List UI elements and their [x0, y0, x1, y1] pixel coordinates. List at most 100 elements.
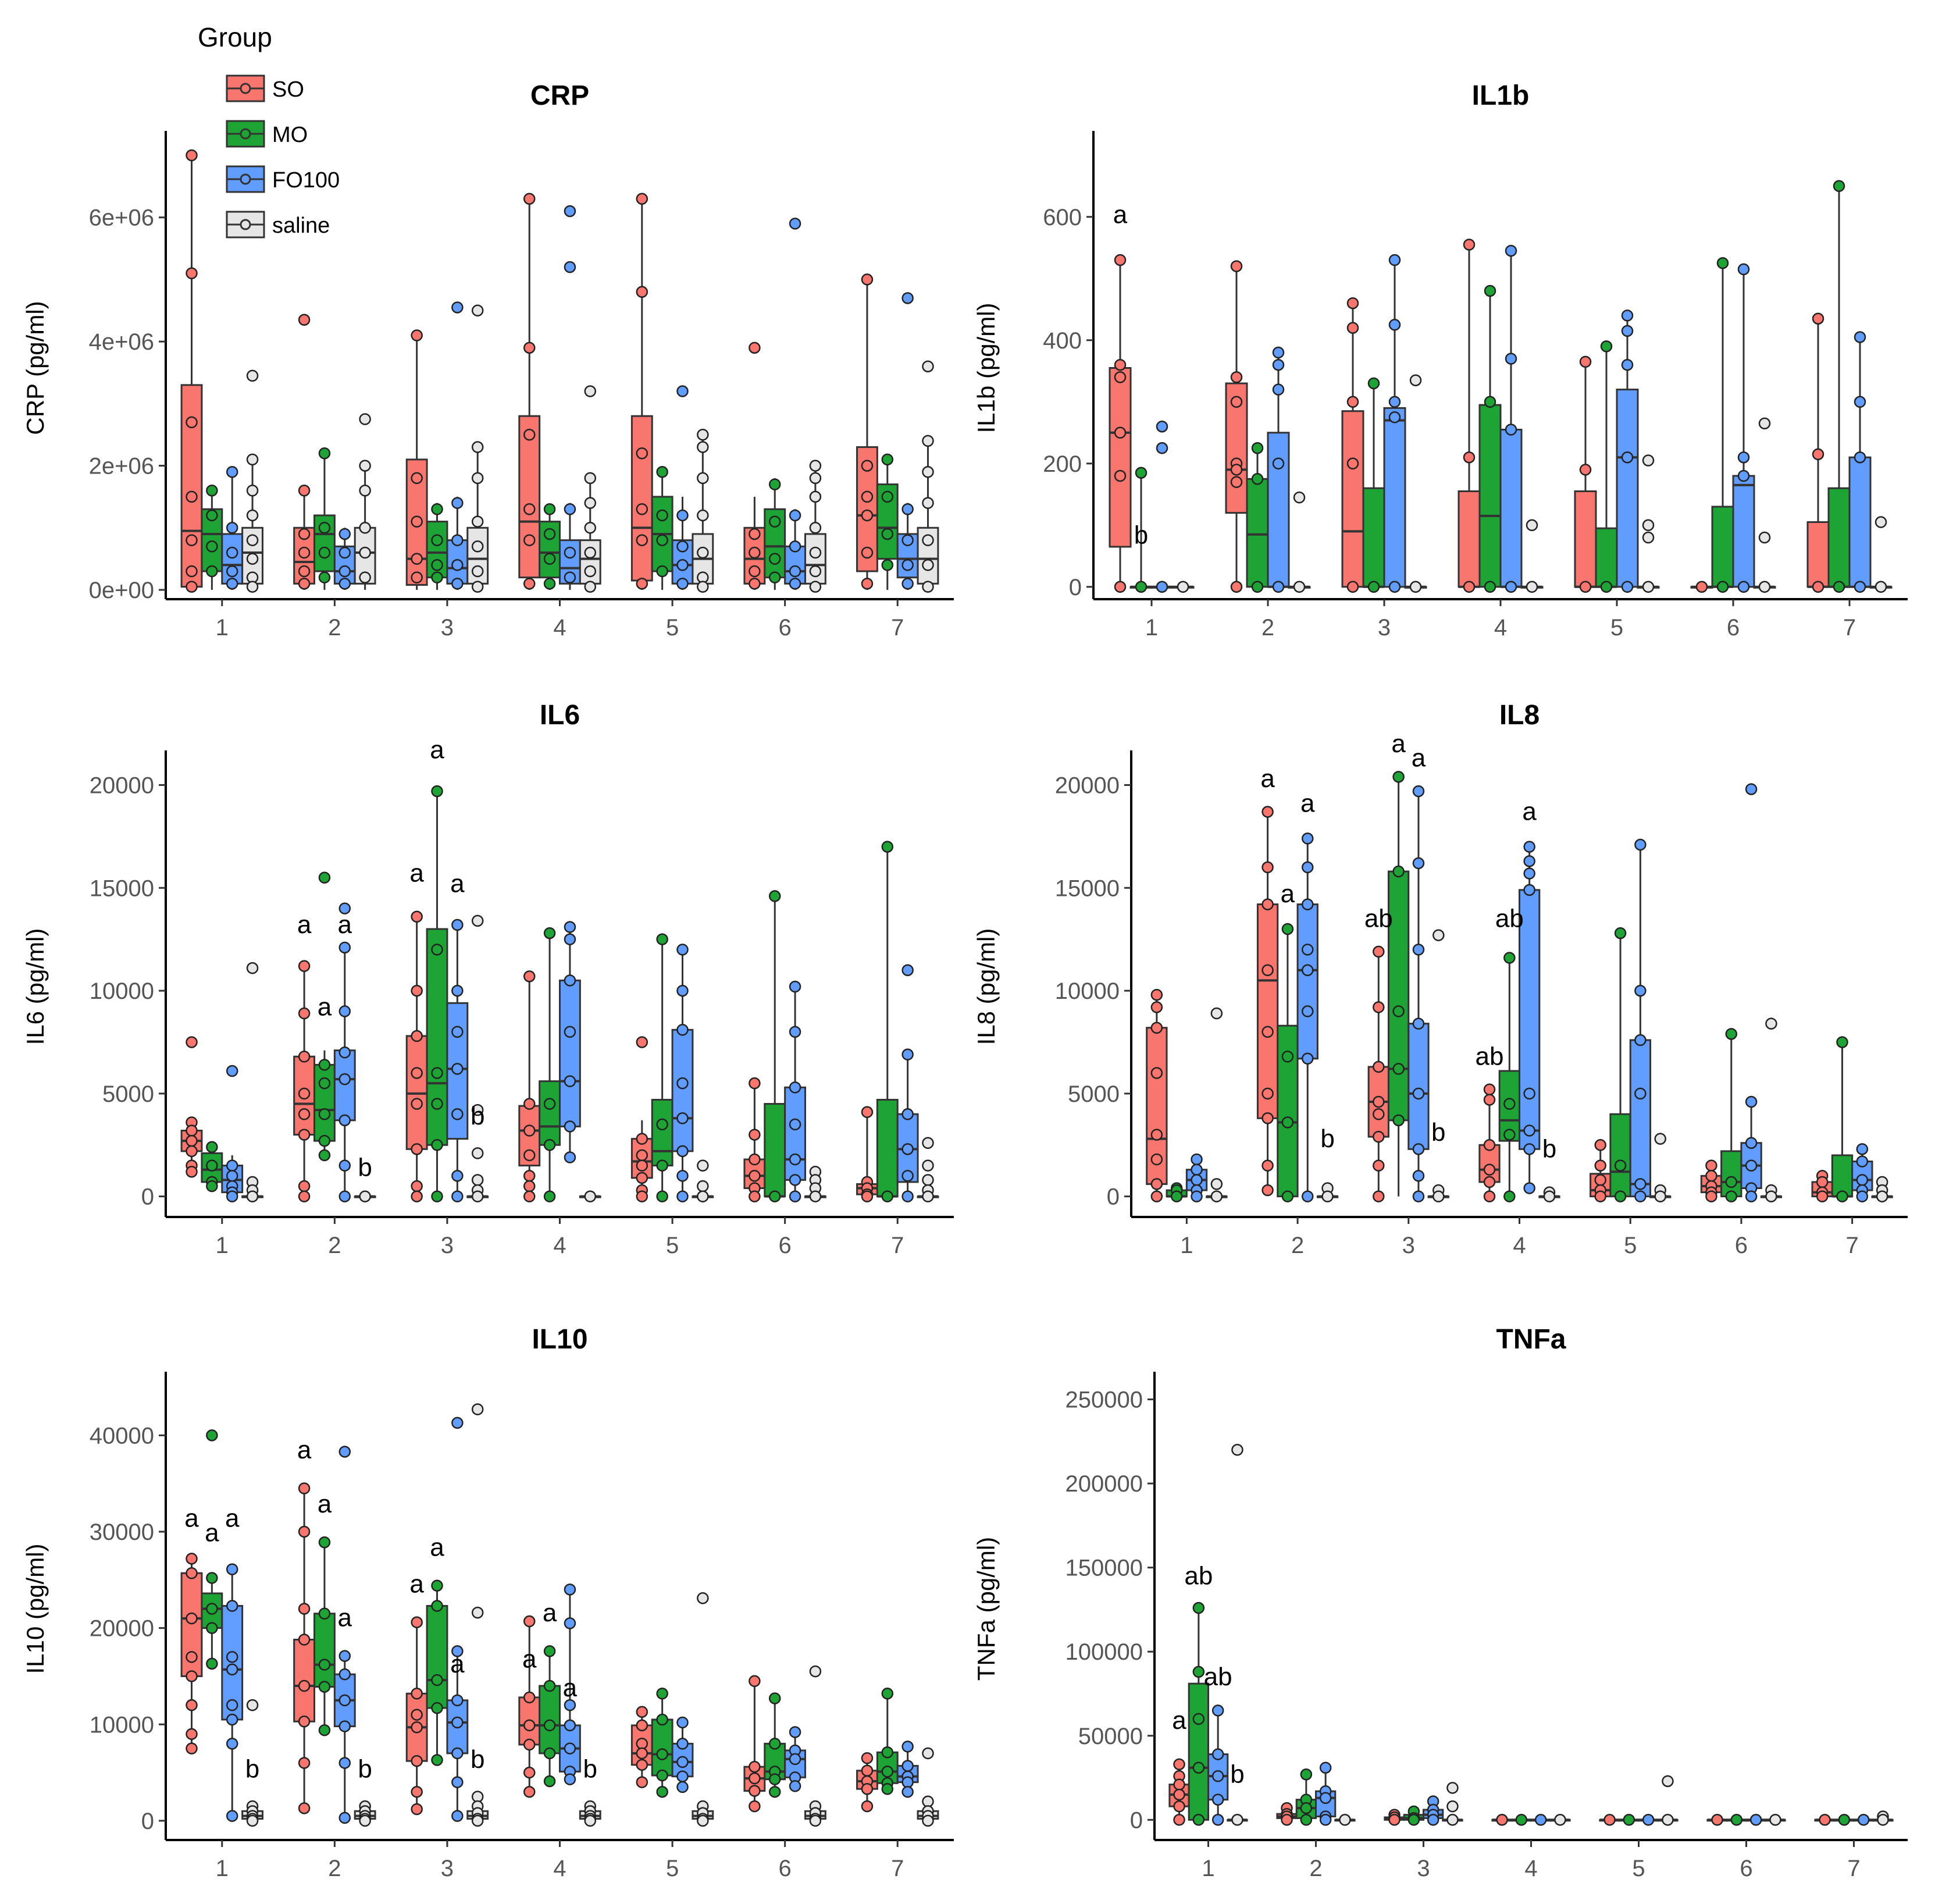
data-point [471, 581, 484, 593]
data-point [451, 301, 464, 314]
data-point [564, 1583, 576, 1596]
data-point [298, 1190, 311, 1202]
box-body [559, 979, 581, 1127]
data-point [1210, 1007, 1223, 1020]
data-point [1621, 358, 1634, 371]
data-point [809, 546, 822, 559]
data-point [809, 490, 822, 503]
data-point [1523, 841, 1535, 853]
x-tick-label-crp-6: 6 [779, 615, 792, 640]
data-point [1191, 1153, 1203, 1166]
data-point [411, 1688, 423, 1700]
data-point [676, 559, 689, 571]
box-tnfa-fo100-6 [1745, 1814, 1767, 1826]
data-point [338, 1446, 351, 1458]
data-point [1388, 581, 1401, 593]
box-il8-so-1 [1146, 988, 1168, 1202]
y-tick-label-crp-0: 0e+00 [89, 578, 154, 603]
x-tick-label-il10-5: 5 [666, 1856, 679, 1881]
data-point [298, 314, 311, 326]
y-tick-label-il10-0: 0 [141, 1809, 154, 1834]
x-tick-label-il6-5: 5 [666, 1233, 679, 1258]
data-point [1409, 581, 1422, 593]
data-point [1554, 1814, 1566, 1826]
data-point [901, 1170, 914, 1182]
data-point [1173, 1788, 1185, 1801]
y-tick-label-il10-2: 20000 [90, 1616, 154, 1642]
data-point [1711, 1814, 1723, 1826]
box-il1b-fo100-5 [1616, 309, 1639, 593]
y-tick-label-crp-2: 4e+06 [89, 329, 154, 355]
data-point [564, 1026, 576, 1038]
data-point [523, 1719, 536, 1732]
data-point [1621, 581, 1634, 593]
x-tick-label-il1b-1: 1 [1145, 615, 1158, 640]
data-point [1812, 448, 1824, 461]
data-point [1392, 1005, 1405, 1017]
data-point [338, 902, 351, 914]
x-tick-label-tnfa-1: 1 [1202, 1856, 1214, 1881]
data-point [186, 1567, 198, 1579]
data-point [1526, 519, 1538, 532]
data-point [1272, 383, 1285, 396]
data-point [1412, 1170, 1425, 1182]
data-point [656, 1713, 668, 1726]
data-point [1579, 581, 1592, 593]
data-point [1272, 581, 1285, 593]
significance-label-il6-4: a [409, 859, 424, 888]
box-il1b-saline-4 [1520, 519, 1544, 593]
data-point [1765, 1190, 1777, 1202]
data-point [809, 1814, 822, 1827]
data-point [564, 1075, 576, 1087]
data-point [1373, 1130, 1385, 1143]
data-point [206, 1180, 218, 1193]
data-point [338, 1650, 351, 1662]
data-point [749, 578, 761, 590]
data-point [1192, 1814, 1205, 1826]
box-il1b-saline-7 [1869, 516, 1893, 593]
data-point [676, 1770, 689, 1782]
data-point [1319, 1792, 1332, 1804]
box-il1b-fo100-7 [1848, 331, 1872, 593]
data-point [676, 540, 689, 553]
box-il8-mo-7 [1831, 1036, 1854, 1202]
significance-label-il6-3: b [358, 1153, 372, 1181]
data-point [318, 571, 331, 583]
data-point [676, 578, 689, 590]
data-point [676, 1170, 689, 1182]
box-il1b-so-4 [1458, 239, 1481, 593]
data-point [1230, 260, 1243, 272]
box-body [518, 415, 541, 579]
box-crp-saline-1 [241, 369, 263, 593]
data-point [749, 565, 761, 578]
data-point [1816, 1190, 1829, 1202]
box-crp-mo-1 [201, 485, 223, 590]
x-tick-label-il10-3: 3 [441, 1856, 454, 1881]
y-tick-label-il6-4: 20000 [90, 773, 154, 799]
data-point [636, 1133, 648, 1145]
data-point [411, 1785, 423, 1798]
data-point [1812, 312, 1824, 325]
data-point [809, 581, 822, 593]
data-point [768, 1785, 781, 1798]
data-point [1523, 1124, 1535, 1137]
data-point [226, 1170, 238, 1182]
data-point [1367, 581, 1380, 593]
data-point [359, 1190, 371, 1202]
box-crp-so-1 [180, 149, 203, 593]
data-point [338, 528, 351, 540]
data-point [451, 1776, 464, 1788]
data-point [186, 149, 198, 162]
data-point [1192, 1602, 1205, 1614]
box-body [651, 1718, 673, 1777]
box-crp-fo100-2 [333, 528, 356, 590]
x-tick-label-il6-4: 4 [553, 1233, 566, 1258]
box-il10-saline-2 [354, 1800, 376, 1827]
data-point [1758, 417, 1771, 430]
data-point [1876, 1190, 1888, 1202]
x-tick-label-il1b-4: 4 [1494, 615, 1507, 640]
data-point [206, 1622, 218, 1634]
data-point [451, 1108, 464, 1120]
data-point [1705, 1190, 1717, 1202]
y-tick-label-il8-0: 0 [1107, 1184, 1120, 1210]
